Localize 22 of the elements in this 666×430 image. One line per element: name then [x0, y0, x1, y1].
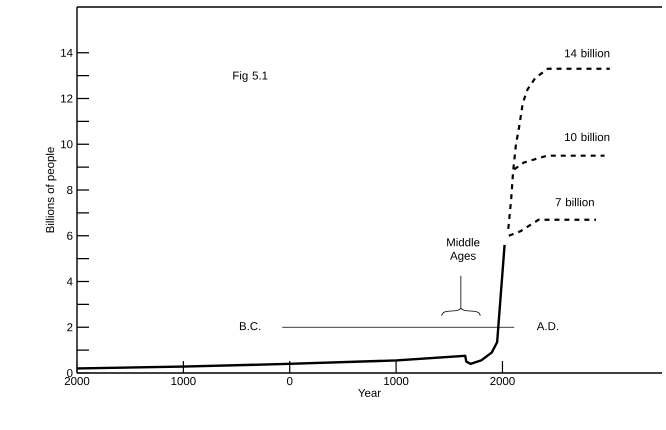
x-tick-label: 0	[286, 377, 292, 386]
x-tick-label: 1000	[171, 377, 196, 386]
y-tick-label: 6	[67, 232, 72, 240]
annotation: Middle Ages	[447, 238, 480, 262]
y-tick-label: 8	[67, 186, 72, 194]
y-tick-label: 14	[61, 48, 73, 57]
annotation: A.D.	[536, 322, 558, 330]
x-axis-title: Year	[358, 388, 381, 397]
annotation: Fig 5.1	[233, 71, 268, 82]
y-tick-label: 4	[66, 278, 73, 286]
annotation: B.C.	[240, 322, 260, 330]
y-tick-label: 10	[61, 140, 73, 148]
x-tick-label: 2000	[64, 377, 90, 386]
annotation: 7 billion	[556, 198, 594, 206]
x-tick-label: 1000	[384, 377, 408, 386]
annotation: 10 billion	[565, 132, 610, 142]
y-axis-title: Billions of people	[46, 147, 56, 232]
x-tick-label: 2000	[490, 377, 515, 386]
y-tick-label: 0	[67, 368, 73, 378]
y-tick-label: 12	[61, 94, 72, 102]
annotation: 14 billion	[565, 48, 610, 58]
y-tick-label: 2	[67, 323, 72, 332]
